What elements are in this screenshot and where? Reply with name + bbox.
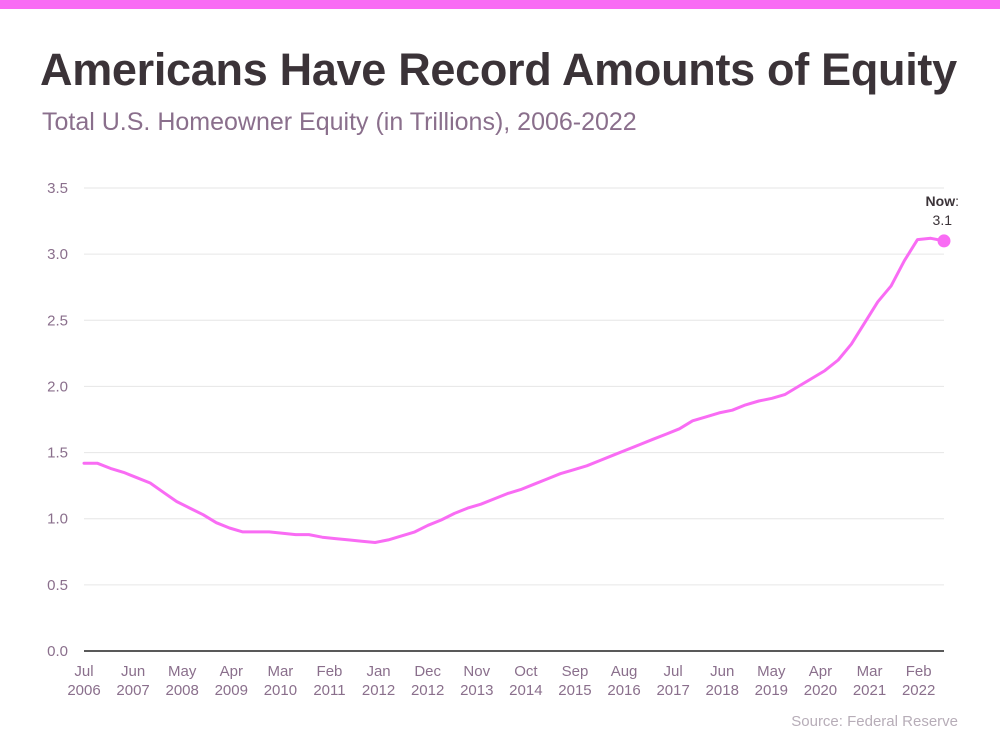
x-tick-label: Aug 2016 [607, 663, 640, 699]
x-tick-month: Apr [809, 663, 832, 680]
x-tick-label: Apr 2009 [215, 663, 248, 699]
now-label: Now: [926, 193, 959, 209]
source-note: Source: Federal Reserve [791, 713, 958, 730]
x-tick-year: 2019 [755, 682, 788, 699]
y-tick-label: 1.0 [47, 511, 68, 528]
now-annotation: Now: 3.1 [926, 193, 959, 248]
y-tick-label: 2.5 [47, 312, 68, 329]
x-tick-month: Mar [857, 663, 883, 680]
x-axis-ticks: Jul 2006 Jun 2007 May 2008 Apr 2009 Mar 2010 Feb 20… [67, 663, 935, 699]
x-tick-year: 2020 [804, 682, 837, 699]
x-tick-year: 2012 [362, 682, 395, 699]
x-tick-year: 2008 [166, 682, 199, 699]
x-tick-year: 2021 [853, 682, 886, 699]
x-tick-year: 2011 [313, 682, 345, 699]
x-tick-label: Sep 2015 [558, 663, 591, 699]
now-value-label: 3.1 [933, 212, 953, 228]
latest-point-marker [937, 234, 951, 248]
x-tick-month: Nov [463, 663, 490, 680]
x-tick-year: 2010 [264, 682, 297, 699]
y-tick-label: 0.5 [47, 577, 68, 594]
x-tick-month: Feb [906, 663, 932, 680]
x-tick-year: 2014 [509, 682, 542, 699]
x-tick-year: 2018 [706, 682, 739, 699]
y-tick-label: 3.5 [47, 180, 68, 197]
x-tick-label: Jun 2018 [706, 663, 739, 699]
x-tick-month: May [757, 663, 786, 680]
x-tick-label: May 2019 [755, 663, 788, 699]
x-tick-month: Jun [121, 663, 145, 680]
y-tick-label: 2.0 [47, 378, 68, 395]
y-axis-ticks: 0.0 0.5 1.0 1.5 2.0 2.5 3.0 3.5 [47, 180, 68, 660]
x-tick-label: Jul 2017 [656, 663, 689, 699]
chart-subtitle: Total U.S. Homeowner Equity (in Trillion… [42, 108, 637, 136]
gridlines [84, 187, 944, 652]
x-tick-label: Jun 2007 [116, 663, 149, 699]
x-tick-label: Mar 2021 [853, 663, 886, 699]
x-tick-month: Jul [664, 663, 683, 680]
x-tick-month: Apr [220, 663, 243, 680]
top-accent-bar [0, 0, 1000, 9]
equity-series-line [82, 236, 946, 544]
x-tick-month: Oct [514, 663, 538, 680]
x-tick-label: Feb 2011 [313, 663, 345, 699]
x-tick-month: Aug [611, 663, 638, 680]
y-tick-label: 1.5 [47, 445, 68, 462]
x-tick-label: Dec 2012 [411, 663, 444, 699]
x-tick-label: Feb 2022 [902, 663, 935, 699]
chart-title: Americans Have Record Amounts of Equity [40, 44, 957, 95]
x-tick-label: Apr 2020 [804, 663, 837, 699]
x-tick-label: Oct 2014 [509, 663, 542, 699]
x-tick-year: 2016 [607, 682, 640, 699]
x-tick-year: 2015 [558, 682, 591, 699]
x-tick-month: Jun [710, 663, 734, 680]
x-tick-year: 2013 [460, 682, 493, 699]
x-tick-month: Feb [317, 663, 343, 680]
x-tick-label: Mar 2010 [264, 663, 297, 699]
y-tick-label: 0.0 [47, 643, 68, 660]
x-tick-label: Nov 2013 [460, 663, 493, 699]
x-tick-label: Jan 2012 [362, 663, 395, 699]
x-tick-label: May 2008 [166, 663, 199, 699]
x-tick-year: 2017 [656, 682, 689, 699]
x-tick-month: Dec [414, 663, 441, 680]
y-tick-label: 3.0 [47, 246, 68, 263]
x-tick-month: Mar [267, 663, 293, 680]
x-tick-month: Sep [562, 663, 589, 680]
x-tick-year: 2007 [116, 682, 149, 699]
x-tick-month: Jan [366, 663, 390, 680]
series-layer [82, 236, 946, 544]
x-tick-year: 2012 [411, 682, 444, 699]
x-tick-label: Jul 2006 [67, 663, 100, 699]
x-tick-year: 2009 [215, 682, 248, 699]
x-tick-month: May [168, 663, 197, 680]
x-tick-year: 2006 [67, 682, 100, 699]
x-tick-year: 2022 [902, 682, 935, 699]
x-tick-month: Jul [74, 663, 93, 680]
